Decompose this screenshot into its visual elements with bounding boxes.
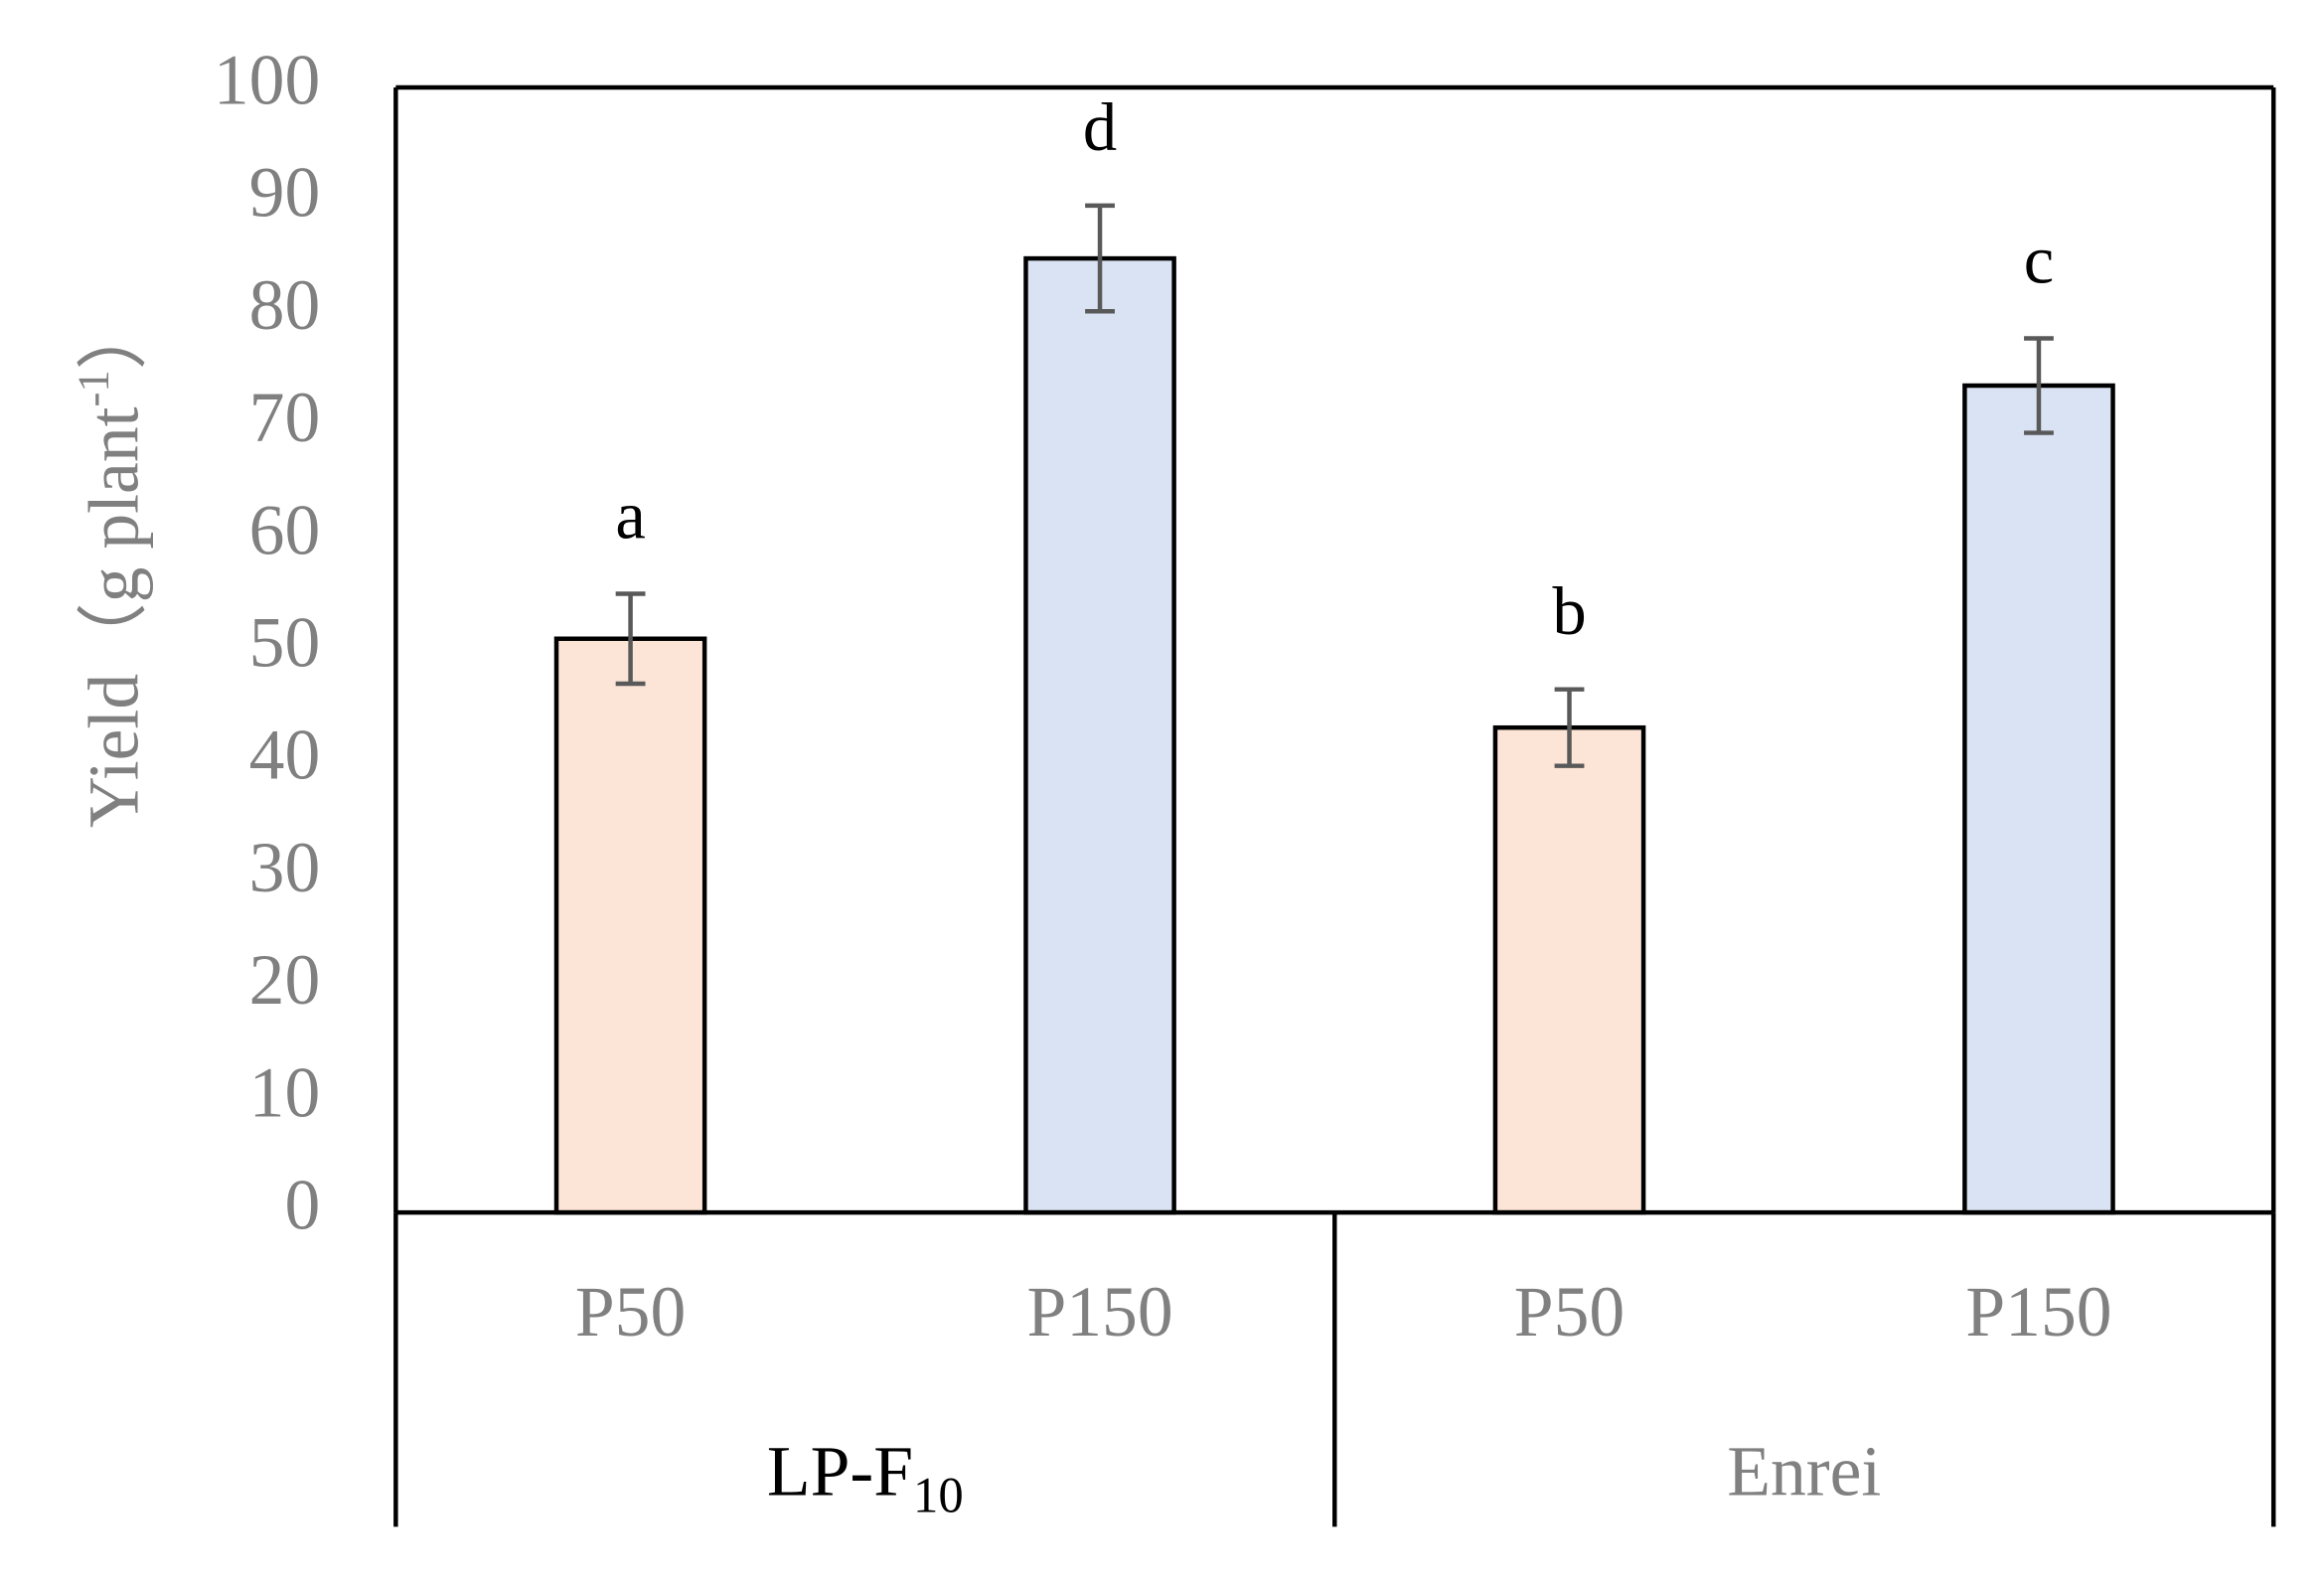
bar: [553, 636, 707, 1215]
significance-letter: c: [2024, 223, 2054, 298]
y-tick-label: 60: [249, 491, 321, 569]
bar: [1492, 724, 1646, 1215]
y-tick-label: 20: [249, 941, 321, 1020]
significance-letter: d: [1083, 89, 1117, 165]
x-tick-label: P50: [1514, 1273, 1625, 1351]
y-tick-label: 10: [249, 1053, 321, 1132]
y-tick-label: 40: [249, 716, 321, 795]
y-tick-label: 30: [249, 829, 321, 907]
error-bar: [1554, 687, 1585, 768]
y-tick-label: 80: [249, 266, 321, 345]
group-label-text: LP-F: [767, 1433, 913, 1511]
group-label: Enrei: [1727, 1433, 1881, 1511]
group-label-text: Enrei: [1727, 1433, 1881, 1511]
y-tick-label: 70: [249, 379, 321, 457]
error-bar: [1085, 203, 1115, 314]
x-tick-label: P150: [1026, 1273, 1172, 1351]
x-tick-label: P150: [1965, 1273, 2111, 1351]
group-label-subscript: 10: [913, 1467, 964, 1522]
error-bar: [2024, 336, 2054, 435]
y-tick-label: 50: [249, 603, 321, 682]
y-tick-label: 0: [284, 1167, 320, 1245]
bar: [1023, 255, 1176, 1215]
y-tick-label: 90: [249, 154, 321, 233]
significance-letter: b: [1552, 573, 1586, 649]
y-axis-label: Yield（g plant-1）: [69, 299, 154, 828]
y-tick-label: 100: [214, 41, 320, 119]
error-bar: [615, 591, 646, 687]
significance-letter: a: [615, 478, 645, 554]
bar: [1962, 383, 2115, 1215]
group-label: LP-F10: [767, 1433, 964, 1522]
x-tick-label: P50: [575, 1273, 686, 1351]
